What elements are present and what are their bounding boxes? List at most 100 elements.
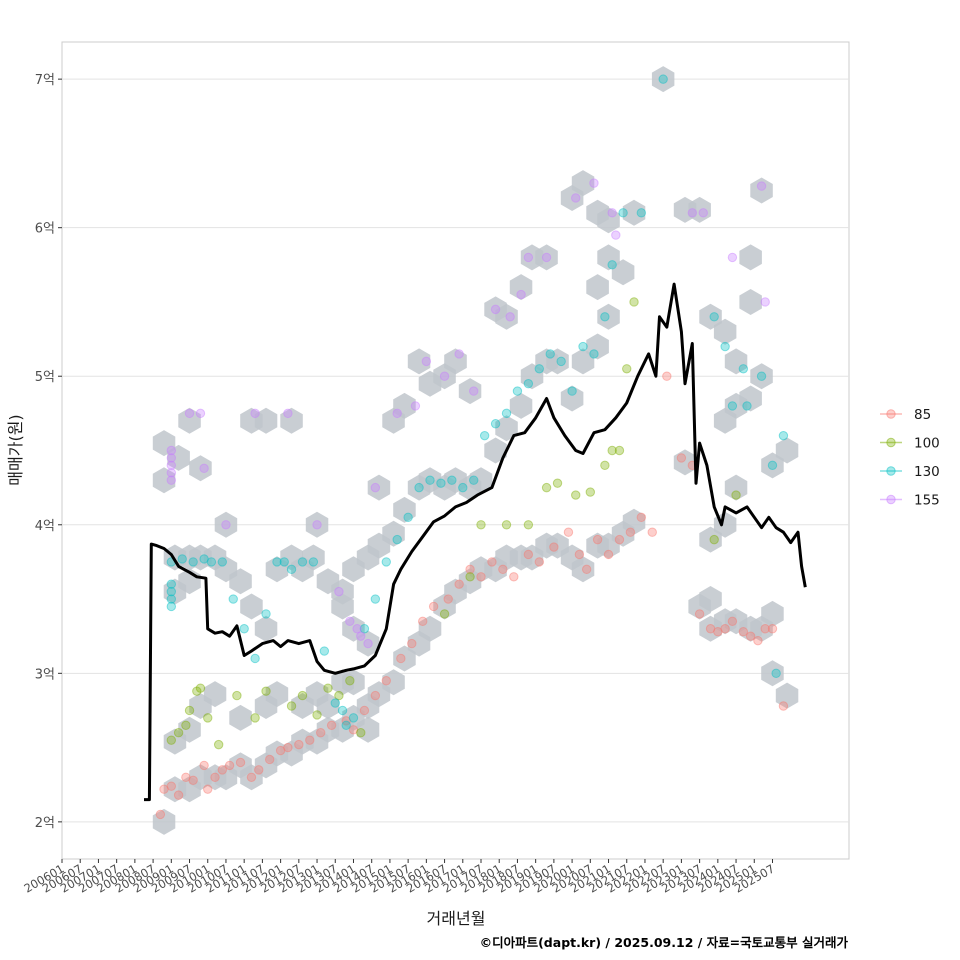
- hex-cell: [331, 593, 354, 620]
- point-100: [166, 735, 177, 745]
- point-130: [727, 401, 738, 411]
- hex-cell: [699, 615, 722, 642]
- point-85: [614, 534, 625, 545]
- hex-cell: [571, 556, 595, 583]
- point-85: [592, 534, 603, 545]
- hex-cell: [393, 496, 416, 523]
- hex-cell: [382, 669, 405, 696]
- point-85: [326, 720, 337, 731]
- legend-label: 155: [914, 493, 940, 509]
- point-85: [574, 549, 585, 560]
- hex-cell: [254, 407, 278, 434]
- hex-cell: [407, 348, 431, 375]
- point-100: [232, 690, 242, 701]
- point-130: [709, 312, 719, 322]
- point-130: [279, 557, 289, 567]
- hex-cell: [520, 363, 544, 390]
- point-130: [261, 609, 271, 619]
- point-155: [356, 631, 366, 641]
- y-axis: 2억 3억 4억 5억 6억 7억: [35, 73, 62, 831]
- hex-cell: [458, 378, 482, 405]
- point-85: [348, 725, 359, 735]
- y-tick-label: 7억: [35, 73, 55, 88]
- point-85: [603, 549, 614, 560]
- point-130: [534, 364, 545, 374]
- point-155: [541, 252, 552, 263]
- point-100: [192, 686, 202, 696]
- point-130: [567, 386, 577, 396]
- point-130: [199, 554, 209, 564]
- point-100: [541, 482, 552, 493]
- y-tick-label: 6억: [35, 222, 55, 237]
- point-85: [476, 572, 486, 582]
- point-155: [195, 408, 206, 419]
- point-100: [312, 710, 322, 720]
- hex-cell: [356, 630, 380, 657]
- point-155: [421, 356, 432, 367]
- hex-cell: [495, 415, 518, 442]
- point-155: [166, 468, 177, 478]
- hex-cell: [178, 716, 201, 743]
- hex-cell: [265, 681, 289, 708]
- point-130: [767, 460, 778, 471]
- point-85: [217, 765, 228, 775]
- hex-cell: [571, 348, 595, 375]
- point-155: [221, 520, 231, 530]
- point-85: [498, 564, 508, 575]
- point-85: [246, 772, 257, 782]
- hex-cell: [382, 520, 405, 547]
- point-85: [705, 624, 716, 634]
- hex-cell: [254, 615, 278, 642]
- point-100: [585, 487, 596, 497]
- hex-cell: [469, 467, 493, 494]
- point-130: [458, 482, 468, 493]
- point-85: [359, 705, 370, 716]
- point-100: [552, 478, 563, 488]
- point-155: [698, 208, 708, 218]
- hex-cell: [495, 303, 518, 330]
- point-100: [356, 728, 366, 738]
- point-130: [337, 705, 348, 716]
- point-85: [563, 527, 574, 537]
- point-130: [166, 601, 177, 612]
- point-130: [392, 534, 402, 545]
- point-85: [738, 627, 749, 637]
- legend-key-point: [886, 437, 896, 448]
- point-130: [720, 341, 730, 352]
- point-155: [345, 616, 355, 627]
- hex-cell: [305, 511, 329, 538]
- y-tick-label: 4억: [35, 519, 55, 534]
- point-85: [181, 772, 191, 782]
- hex-cell: [713, 318, 737, 345]
- hex-cell: [724, 474, 748, 501]
- hex-cell: [178, 407, 201, 434]
- point-85: [534, 557, 545, 567]
- point-85: [745, 631, 756, 641]
- point-85: [428, 601, 439, 612]
- hex-cell: [673, 196, 697, 223]
- hex-cell: [393, 645, 416, 672]
- point-130: [206, 557, 217, 567]
- point-100: [345, 676, 355, 686]
- point-130: [778, 430, 789, 441]
- point-85: [636, 512, 647, 523]
- point-155: [352, 624, 362, 634]
- point-155: [516, 289, 526, 300]
- point-85: [694, 609, 705, 619]
- point-100: [173, 728, 184, 738]
- trend-line-layer: [144, 282, 807, 802]
- hex-cell: [739, 244, 762, 271]
- point-130: [348, 713, 359, 723]
- point-130: [738, 364, 749, 374]
- hex-cell: [203, 681, 227, 708]
- point-130: [512, 386, 523, 396]
- point-85: [254, 765, 264, 775]
- point-155: [410, 401, 421, 411]
- hex-cell: [739, 385, 762, 412]
- point-130: [589, 349, 599, 359]
- point-100: [181, 720, 191, 731]
- point-100: [629, 297, 639, 307]
- hex-cell: [586, 274, 609, 301]
- point-130: [742, 401, 752, 411]
- point-155: [392, 408, 402, 419]
